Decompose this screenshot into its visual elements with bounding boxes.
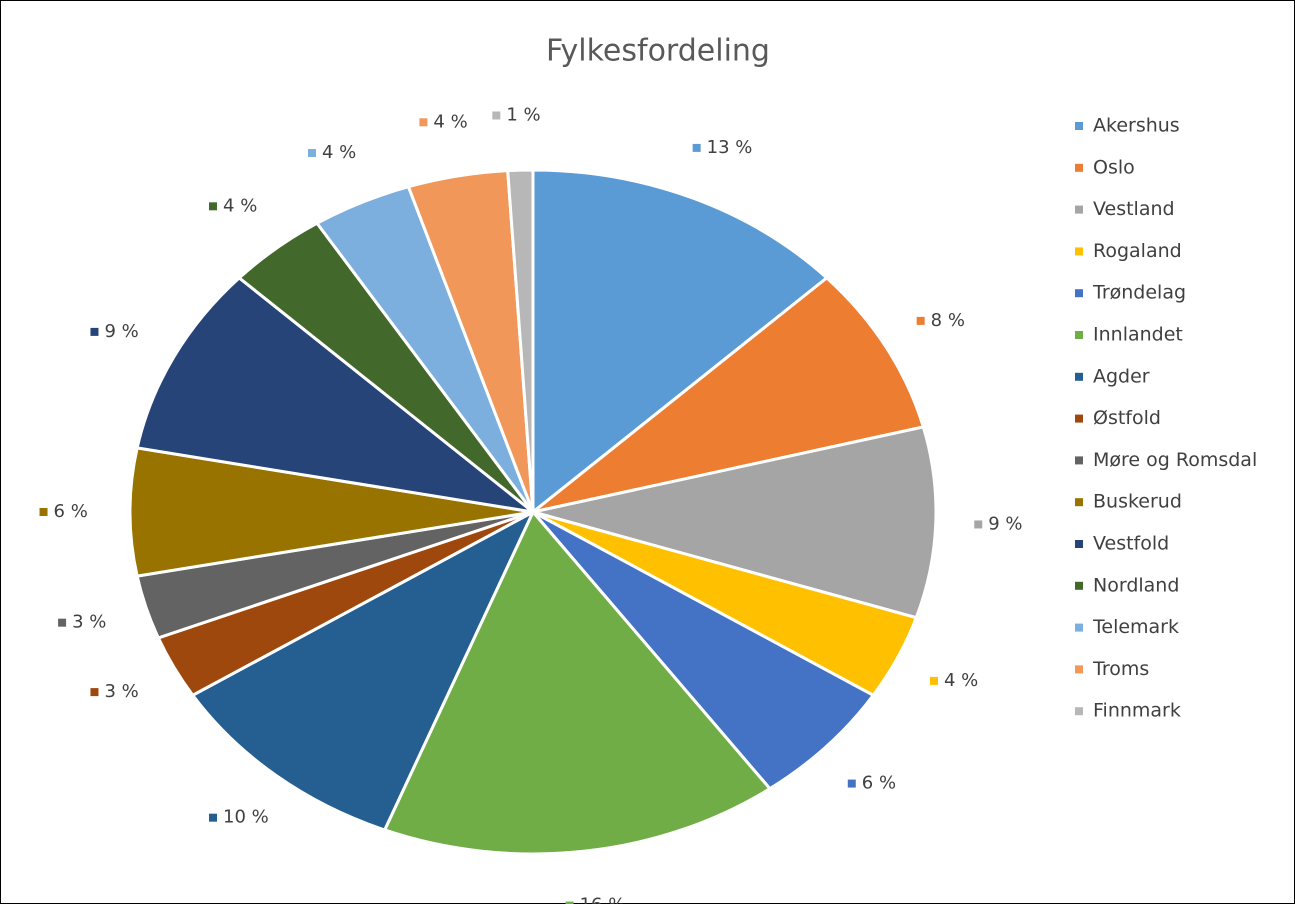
data-label: 8 % — [931, 310, 965, 331]
data-label-key — [847, 779, 856, 788]
data-label-key — [916, 316, 925, 325]
legend-label: Rogaland — [1093, 240, 1182, 262]
pie-slice — [506, 168, 535, 513]
legend-key — [1075, 581, 1083, 590]
legend-key — [1075, 540, 1083, 548]
data-label-key — [90, 327, 99, 336]
data-label: 4 % — [223, 195, 257, 216]
pie-slice — [531, 510, 876, 791]
data-label-key — [929, 676, 938, 685]
legend-label: Vestland — [1093, 198, 1175, 220]
data-label-key — [90, 688, 99, 697]
legend-key — [1075, 498, 1083, 507]
legend-label: Oslo — [1093, 156, 1135, 178]
data-label-key — [209, 813, 218, 822]
data-label: 3 % — [72, 612, 106, 633]
legend-label: Nordland — [1093, 574, 1179, 596]
data-label-key — [39, 508, 48, 516]
legend-key — [1075, 456, 1083, 465]
legend-label: Telemark — [1092, 616, 1179, 638]
data-label-key — [492, 111, 501, 120]
data-label: 9 % — [104, 321, 138, 342]
data-label-key — [307, 149, 316, 158]
data-label: 6 % — [862, 773, 896, 794]
legend-key — [1075, 665, 1083, 674]
legend-key — [1075, 122, 1083, 130]
data-label: 6 % — [54, 501, 88, 522]
pie-slice — [531, 168, 830, 516]
pie-slice — [190, 508, 537, 832]
pie-slice — [135, 275, 539, 515]
legend-label: Vestfold — [1093, 533, 1169, 555]
data-label: 16 % — [580, 895, 626, 904]
legend-key — [1075, 372, 1083, 381]
data-label-key — [209, 202, 218, 211]
pie-slice — [532, 275, 926, 514]
legend-key — [1075, 623, 1083, 632]
legend-label: Finnmark — [1093, 700, 1181, 722]
data-label: 4 % — [944, 670, 978, 691]
legend-label: Agder — [1093, 365, 1150, 387]
data-label: 4 % — [433, 111, 467, 132]
data-label: 10 % — [223, 807, 269, 828]
legend-key — [1075, 707, 1083, 716]
chart-title: Fylkesfordeling — [546, 34, 770, 69]
legend-key — [1075, 205, 1083, 214]
legend-label: Troms — [1092, 658, 1149, 680]
legend-label: Innlandet — [1093, 324, 1183, 346]
pie-slice — [128, 446, 534, 578]
legend-label: Møre og Romsdal — [1093, 449, 1257, 471]
legend-key — [1075, 163, 1083, 172]
data-label-key — [692, 143, 701, 152]
data-label-key — [58, 618, 67, 627]
pie-slice — [532, 425, 938, 620]
legend-label: Buskerud — [1093, 491, 1182, 513]
pie-slice — [382, 509, 773, 856]
data-label-key — [974, 520, 983, 529]
data-label: 13 % — [707, 137, 753, 158]
data-label: 3 % — [104, 681, 138, 702]
data-label-key — [565, 901, 574, 904]
data-label: 9 % — [988, 513, 1022, 534]
legend-key — [1075, 414, 1083, 423]
legend-key — [1075, 289, 1083, 298]
legend-label: Akershus — [1093, 115, 1180, 137]
legend-label: Østfold — [1093, 407, 1161, 429]
data-label: 4 % — [322, 142, 356, 163]
legend-key — [1075, 247, 1083, 256]
data-label-key — [419, 118, 428, 127]
legend-label: Trøndelag — [1092, 282, 1186, 304]
legend-key — [1075, 331, 1083, 339]
data-label: 1 % — [506, 104, 540, 125]
